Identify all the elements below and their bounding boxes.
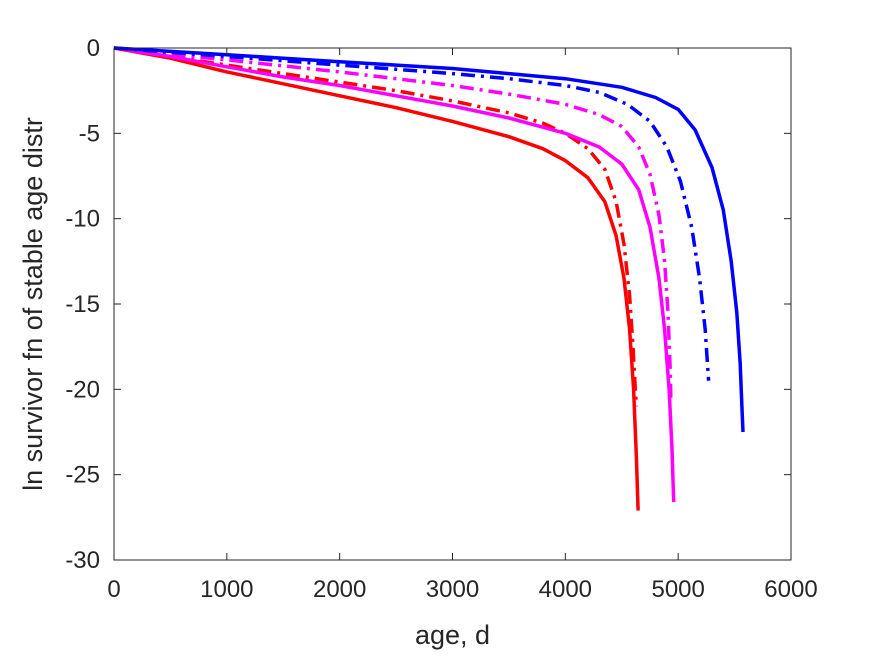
series-line-4-dashdot [113,46,673,398]
y-axis-label: ln survivor fn of stable age distr [18,117,48,491]
x-tick-label: 5000 [651,576,704,603]
series-line-3-solid [113,46,676,503]
x-tick-label: 4000 [539,576,592,603]
plot-area [114,48,791,560]
series-layer [113,46,745,511]
y-tick-label: -15 [65,291,100,318]
y-tick-label: -30 [65,547,100,574]
y-tick-label: -5 [79,120,100,147]
y-tick-label: -20 [65,376,100,403]
x-axis-label: age, d [415,620,490,650]
x-tick-label: 0 [107,576,120,603]
x-axis-ticks: 0 1000 2000 3000 4000 5000 6000 [107,48,818,603]
series-line-6-dashdot [113,46,711,381]
y-tick-label: -10 [65,206,100,233]
y-tick-label: -25 [65,462,100,489]
y-axis-ticks: 0 -5 -10 -15 -20 -25 -30 [65,35,791,574]
x-tick-label: 6000 [764,576,817,603]
series-line-1-solid [113,46,640,511]
x-tick-label: 1000 [200,576,253,603]
x-tick-label: 3000 [426,576,479,603]
series-line-5-solid [113,46,745,433]
series-line-2-dashdot [113,46,639,407]
y-tick-label: 0 [87,35,100,62]
x-tick-label: 2000 [313,576,366,603]
